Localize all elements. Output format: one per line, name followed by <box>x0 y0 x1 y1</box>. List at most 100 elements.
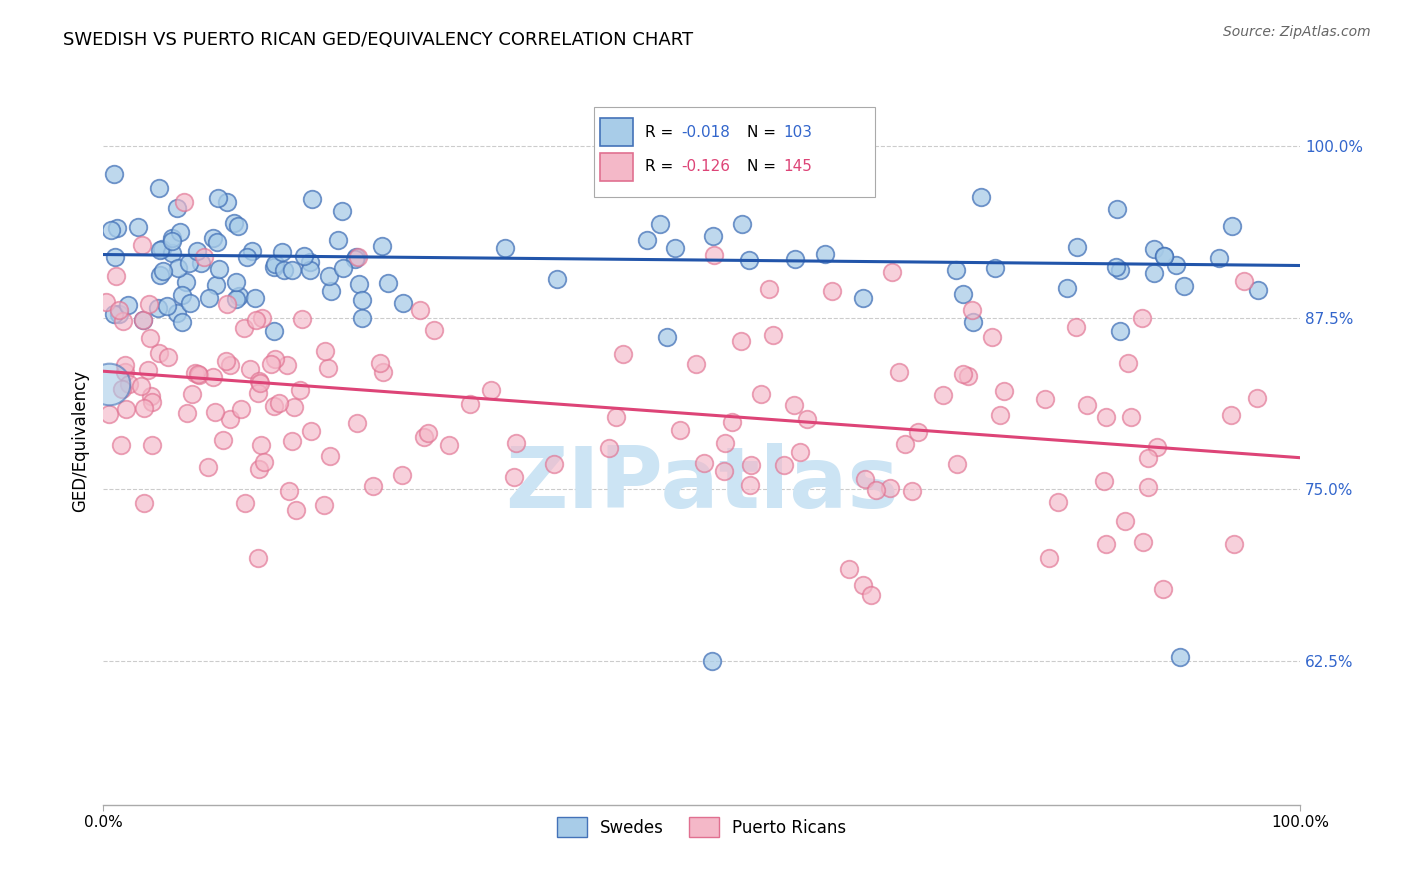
Point <box>176 406 198 420</box>
Point <box>156 350 179 364</box>
Point <box>330 204 353 219</box>
Point <box>166 261 188 276</box>
Text: ZIPatlas: ZIPatlas <box>505 443 898 526</box>
Y-axis label: GED/Equivalency: GED/Equivalency <box>72 370 89 512</box>
Point <box>276 359 298 373</box>
Point <box>664 241 686 255</box>
Point <box>242 244 264 259</box>
Point <box>1038 551 1060 566</box>
Point <box>962 315 984 329</box>
Point <box>219 358 242 372</box>
Point <box>1143 266 1166 280</box>
Point <box>952 367 974 381</box>
Point <box>136 363 159 377</box>
Point <box>713 464 735 478</box>
Point <box>347 277 370 291</box>
Point <box>377 276 399 290</box>
Point <box>176 275 198 289</box>
Point <box>543 457 565 471</box>
Point <box>232 321 254 335</box>
Point <box>249 376 271 390</box>
Point <box>758 282 780 296</box>
Point <box>855 472 877 486</box>
Point <box>138 297 160 311</box>
Point <box>346 250 368 264</box>
Point <box>201 370 224 384</box>
Point <box>166 201 188 215</box>
Point <box>114 365 136 379</box>
Text: 145: 145 <box>783 160 811 175</box>
Point <box>993 384 1015 398</box>
Point <box>932 388 955 402</box>
Point <box>162 245 184 260</box>
Point <box>546 271 568 285</box>
Point <box>1121 409 1143 424</box>
Point <box>494 241 516 255</box>
Point <box>1109 262 1132 277</box>
Point <box>186 244 208 259</box>
Point <box>859 588 882 602</box>
Point <box>1114 515 1136 529</box>
Point <box>960 302 983 317</box>
Point <box>352 293 374 308</box>
Point <box>273 262 295 277</box>
Point <box>821 284 844 298</box>
Point <box>980 329 1002 343</box>
Point <box>250 311 273 326</box>
Point <box>1143 242 1166 256</box>
Point <box>141 438 163 452</box>
Point <box>100 223 122 237</box>
Point <box>253 455 276 469</box>
Point <box>852 291 875 305</box>
Point <box>301 192 323 206</box>
Point <box>160 235 183 249</box>
FancyBboxPatch shape <box>593 106 875 197</box>
Point <box>371 238 394 252</box>
Point <box>502 469 524 483</box>
Point <box>785 252 807 266</box>
Point <box>263 399 285 413</box>
Point <box>1094 537 1116 551</box>
Point <box>118 376 141 391</box>
Point <box>636 233 658 247</box>
Point <box>152 263 174 277</box>
Point <box>94 294 117 309</box>
Point <box>281 263 304 277</box>
Point <box>270 245 292 260</box>
Point <box>1223 536 1246 550</box>
Text: N =: N = <box>747 125 780 139</box>
Point <box>267 395 290 409</box>
Text: SWEDISH VS PUERTO RICAN GED/EQUIVALENCY CORRELATION CHART: SWEDISH VS PUERTO RICAN GED/EQUIVALENCY … <box>63 31 693 49</box>
Point <box>749 387 772 401</box>
Point <box>111 314 134 328</box>
Point <box>730 334 752 348</box>
Point <box>114 401 136 416</box>
Point <box>179 296 201 310</box>
Point <box>391 468 413 483</box>
Point <box>246 386 269 401</box>
Point <box>731 217 754 231</box>
Point <box>105 269 128 284</box>
Point <box>343 252 366 266</box>
Point <box>984 260 1007 275</box>
Point <box>346 416 368 430</box>
Point <box>344 250 367 264</box>
Point <box>318 269 340 284</box>
Point <box>225 292 247 306</box>
Point <box>332 260 354 275</box>
Point <box>1076 398 1098 412</box>
Point <box>148 180 170 194</box>
Point <box>1137 480 1160 494</box>
Legend: Swedes, Puerto Ricans: Swedes, Puerto Ricans <box>550 810 853 844</box>
Point <box>894 437 917 451</box>
Point <box>245 313 267 327</box>
Point <box>1132 535 1154 549</box>
Point <box>1152 582 1174 596</box>
Point <box>865 483 887 497</box>
Point <box>263 260 285 274</box>
Point <box>796 412 818 426</box>
Point <box>290 383 312 397</box>
Point <box>247 462 270 476</box>
Point <box>880 265 903 279</box>
Point <box>105 221 128 235</box>
